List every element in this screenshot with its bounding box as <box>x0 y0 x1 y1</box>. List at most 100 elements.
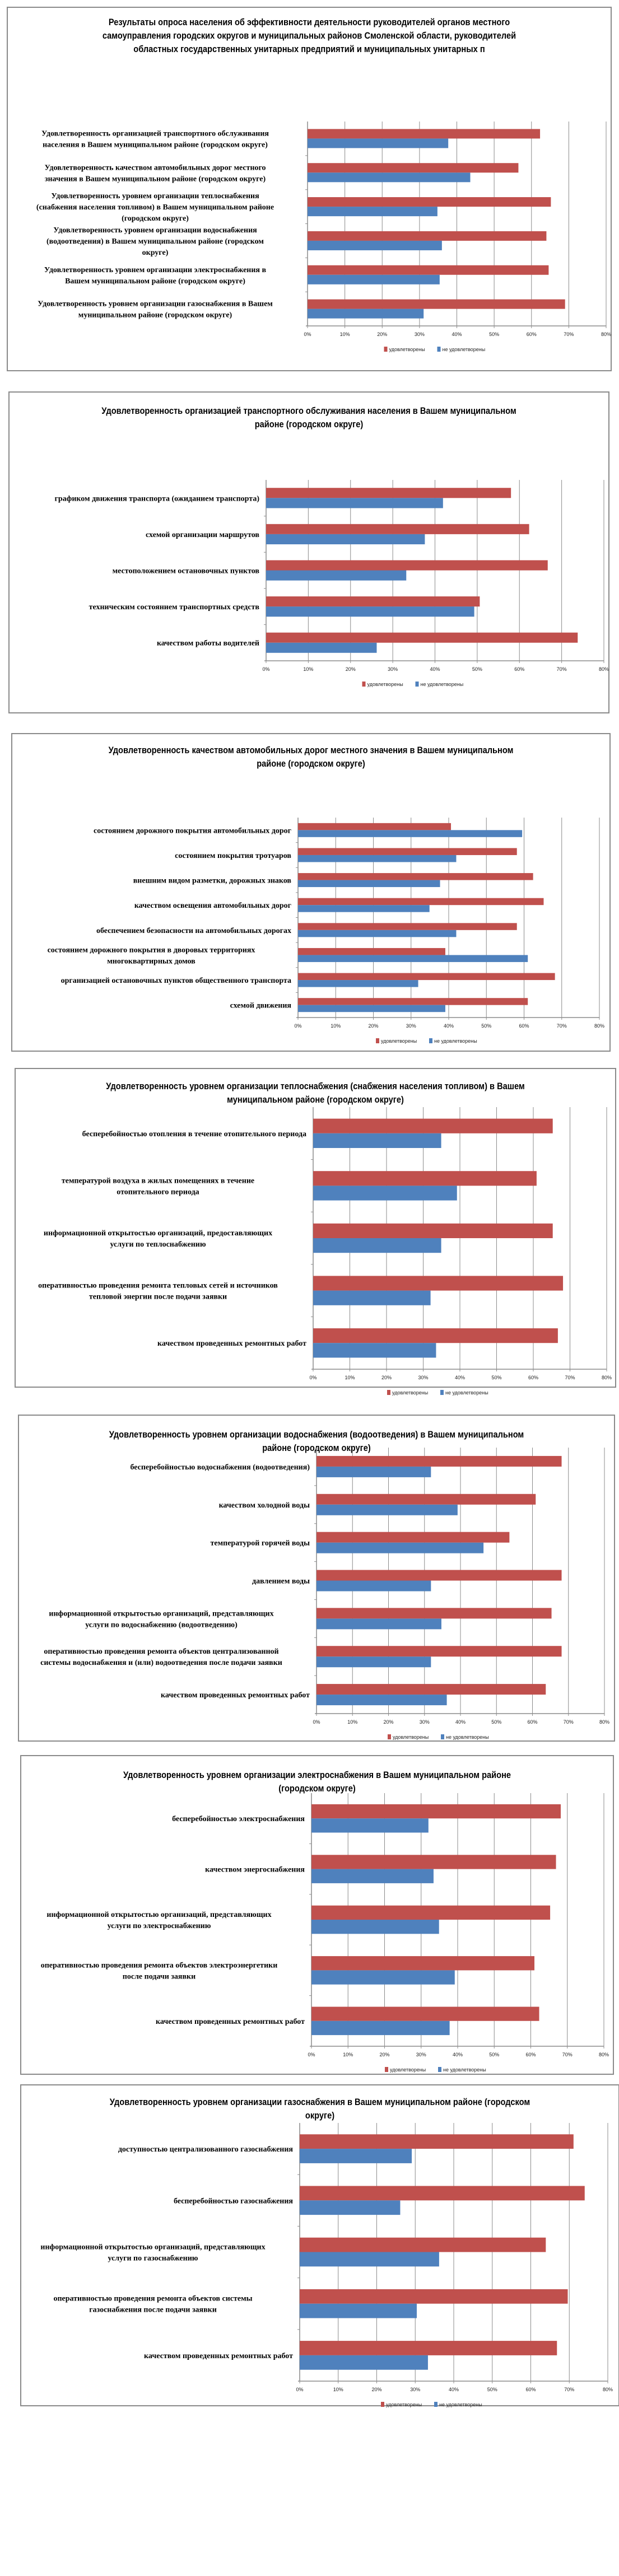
bar-not-satisfied <box>308 274 440 284</box>
category-label: услуги по теплоснабжению <box>110 1240 206 1249</box>
bar-satisfied <box>317 1684 546 1695</box>
category-label: бесперебойностью газоснабжения <box>174 2197 293 2205</box>
category-label: внешним видом разметки, дорожных знаков <box>133 877 292 885</box>
category-label: (водоотведения) в Вашем муниципальном ра… <box>46 237 264 246</box>
legend-swatch-satisfied <box>385 2067 388 2072</box>
bar-satisfied <box>298 848 517 855</box>
x-tick-label: 50% <box>472 666 482 672</box>
chart-title-line: Удовлетворенность уровнем организации эл… <box>123 1770 511 1780</box>
x-tick-label: 70% <box>564 332 574 337</box>
legend-swatch-satisfied <box>388 1734 391 1739</box>
category-label: информационной открытостью организаций, … <box>49 1609 273 1618</box>
x-tick-label: 70% <box>562 2052 573 2057</box>
x-tick-label: 50% <box>489 2052 499 2057</box>
legend-swatch-not-satisfied <box>437 347 441 352</box>
bar-satisfied <box>313 1118 553 1133</box>
bar-satisfied <box>298 823 452 830</box>
bar-not-satisfied <box>317 1580 431 1592</box>
bar-satisfied <box>313 1276 564 1291</box>
legend-swatch-not-satisfied <box>415 682 419 687</box>
legend-label-satisfied: удовлетворены <box>381 1038 417 1044</box>
category-label: отопительного периода <box>117 1188 199 1196</box>
bar-not-satisfied <box>317 1656 431 1668</box>
bar-not-satisfied <box>298 930 457 937</box>
category-label: доступностью централизованного газоснабж… <box>118 2145 294 2154</box>
bar-not-satisfied <box>317 1618 441 1630</box>
chart-title: Удовлетворенность уровнем организации те… <box>58 1080 573 1107</box>
category-label: состоянием дорожного покрытия автомобиль… <box>94 827 291 835</box>
category-label: после подачи заявки <box>123 1972 196 1981</box>
bar-satisfied <box>300 2134 574 2149</box>
x-tick-label: 70% <box>557 666 567 672</box>
bar-not-satisfied <box>298 830 523 837</box>
legend-label-not-satisfied: не удовлетворены <box>421 682 464 687</box>
category-label: обеспечением безопасности на автомобильн… <box>96 927 291 935</box>
category-label: информационной открытостью организаций, … <box>40 2243 265 2252</box>
bar-satisfied <box>298 998 528 1005</box>
legend: удовлетворены не удовлетворены <box>387 1390 488 1396</box>
bar-not-satisfied <box>313 1186 457 1201</box>
bar-not-satisfied <box>313 1133 441 1149</box>
bar-not-satisfied <box>298 905 430 912</box>
x-tick-label: 40% <box>452 332 462 337</box>
bar-not-satisfied <box>298 855 457 862</box>
category-label: Удовлетворенность уровнем организации эл… <box>44 266 267 274</box>
bar-satisfied <box>298 948 445 955</box>
x-tick-label: 20% <box>377 332 387 337</box>
bar-satisfied <box>308 231 547 241</box>
bar-chart: 0% 10% 20% 30% 40% 50% 60% 70% 80% бесперебойност… <box>40 1448 609 1740</box>
bar-not-satisfied <box>308 172 471 183</box>
legend-label-not-satisfied: не удовлетворены <box>443 2067 486 2073</box>
category-label: температурой горячей воды <box>211 1539 310 1548</box>
category-label: качеством освещения автомобильных дорог <box>134 902 291 910</box>
category-label: давлением воды <box>252 1578 310 1586</box>
bar-chart: 0% 10% 20% 30% 40% 50% 60% 70% 80% бесперебойност… <box>38 1107 612 1396</box>
legend-label-satisfied: удовлетворены <box>386 2402 422 2407</box>
bar-satisfied <box>308 299 565 309</box>
bar-not-satisfied <box>298 1005 445 1012</box>
chart-frame: Удовлетворенность уровнем организации те… <box>15 1068 616 1396</box>
category-label: качеством энергоснабжения <box>205 1866 305 1874</box>
bar-not-satisfied <box>266 498 443 508</box>
bar-not-satisfied <box>308 138 449 148</box>
bar-satisfied <box>311 1905 551 1920</box>
category-label: Удовлетворенность уровнем организации га… <box>38 300 273 309</box>
category-label: качеством работы водителей <box>157 640 259 648</box>
x-tick-label: 0% <box>304 332 311 337</box>
x-tick-label: 30% <box>420 1719 430 1725</box>
bar-not-satisfied <box>313 1238 441 1253</box>
chart-title-line: Удовлетворенность организацией транспорт… <box>101 405 516 416</box>
legend-swatch-satisfied <box>376 1038 379 1043</box>
legend: удовлетворены не удовлетворены <box>376 1038 477 1044</box>
x-tick-label: 50% <box>481 1023 491 1029</box>
bar-satisfied <box>317 1455 562 1467</box>
category-label: услуги по электроснабжению <box>108 1922 211 1930</box>
bar-satisfied <box>266 596 480 607</box>
category-label: бесперебойностью водоснабжения (водоотве… <box>130 1463 310 1472</box>
legend-swatch-not-satisfied <box>440 1390 444 1395</box>
category-label: организацией остановочных пунктов общест… <box>61 977 291 985</box>
bar-not-satisfied <box>308 309 424 319</box>
category-label: температурой воздуха в жилых помещениях … <box>62 1177 254 1185</box>
bar-satisfied <box>300 2186 585 2201</box>
chart-title: Удовлетворенность уровнем организации эл… <box>63 1768 571 1795</box>
x-tick-label: 50% <box>491 1375 501 1380</box>
bar-satisfied <box>311 1956 535 1971</box>
category-label: местоположением остановочных пунктов <box>113 567 260 576</box>
x-tick-label: 70% <box>564 1719 574 1725</box>
bar-not-satisfied <box>317 1466 431 1477</box>
category-label: бесперебойностью отопления в течение ото… <box>82 1130 306 1138</box>
x-tick-label: 10% <box>331 1023 341 1029</box>
bar-not-satisfied <box>311 1869 434 1883</box>
bar-satisfied <box>266 524 529 534</box>
category-label: информационной открытостью организаций, … <box>44 1229 272 1238</box>
bar-satisfied <box>298 898 544 906</box>
x-tick-label: 20% <box>371 2387 381 2392</box>
x-tick-label: 20% <box>346 666 356 672</box>
bar-satisfied <box>308 197 551 207</box>
x-tick-label: 10% <box>347 1719 357 1725</box>
category-label: Удовлетворенность качеством автомобильны… <box>44 164 266 172</box>
x-tick-label: 80% <box>602 1375 612 1380</box>
bar-satisfied <box>308 163 519 173</box>
x-tick-label: 80% <box>599 666 609 672</box>
